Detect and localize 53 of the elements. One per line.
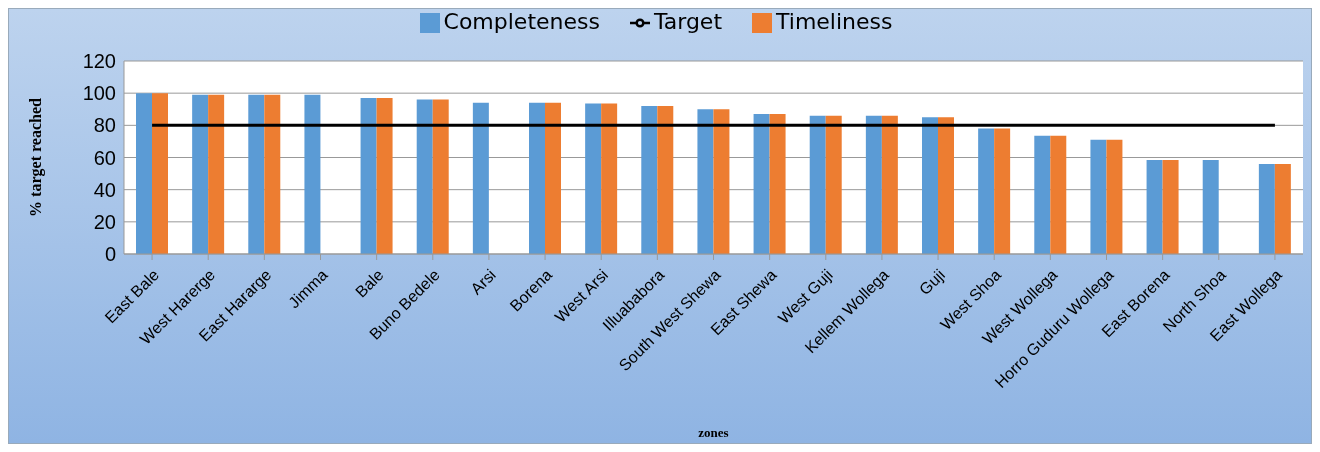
bar (208, 94, 225, 254)
bar (304, 94, 321, 254)
bar (825, 115, 842, 254)
bar (922, 117, 938, 254)
bar (601, 103, 618, 254)
bar (1274, 163, 1291, 254)
bar (713, 109, 730, 254)
bar (809, 115, 826, 254)
bar (248, 94, 265, 254)
bar (881, 115, 898, 254)
bar (545, 102, 561, 254)
legend-label: Completeness (443, 9, 600, 34)
bar (1258, 163, 1275, 254)
y-tick-label: 120 (82, 50, 116, 73)
x-tick-label: Bale (352, 265, 387, 301)
y-tick-label: 40 (93, 178, 116, 201)
y-tick-label: 0 (104, 243, 116, 266)
bar (376, 97, 393, 254)
bar (641, 106, 658, 254)
x-tick-label: Guji (915, 266, 949, 299)
legend-label: Target (653, 9, 723, 34)
bar (753, 114, 770, 254)
legend-label: Timeliness (776, 9, 893, 34)
bar (978, 128, 995, 254)
bar (1146, 159, 1163, 254)
bar (472, 102, 489, 254)
y-tick-label: 60 (93, 146, 116, 169)
x-axis-title: zones (698, 425, 729, 440)
bar (136, 93, 152, 254)
bar (657, 106, 674, 254)
bar (769, 114, 786, 254)
y-tick-label: 20 (93, 210, 116, 233)
bar (1090, 139, 1107, 254)
bar (1202, 159, 1219, 254)
bar (865, 115, 882, 254)
bar (529, 102, 545, 254)
bar (1162, 159, 1179, 254)
bar (994, 128, 1011, 254)
bar (432, 99, 449, 254)
bar (697, 109, 714, 254)
bar (938, 117, 954, 254)
y-tick-label: 80 (93, 114, 116, 137)
bar (1034, 135, 1051, 254)
bar (192, 94, 209, 254)
y-axis-title: % target reached (26, 98, 45, 217)
bar (1106, 139, 1123, 254)
bar (264, 94, 281, 254)
y-tick-label: 100 (82, 82, 116, 105)
bar (152, 93, 168, 254)
bar (585, 103, 602, 254)
bar (416, 99, 433, 254)
bar (1050, 135, 1067, 254)
bar (360, 97, 377, 254)
